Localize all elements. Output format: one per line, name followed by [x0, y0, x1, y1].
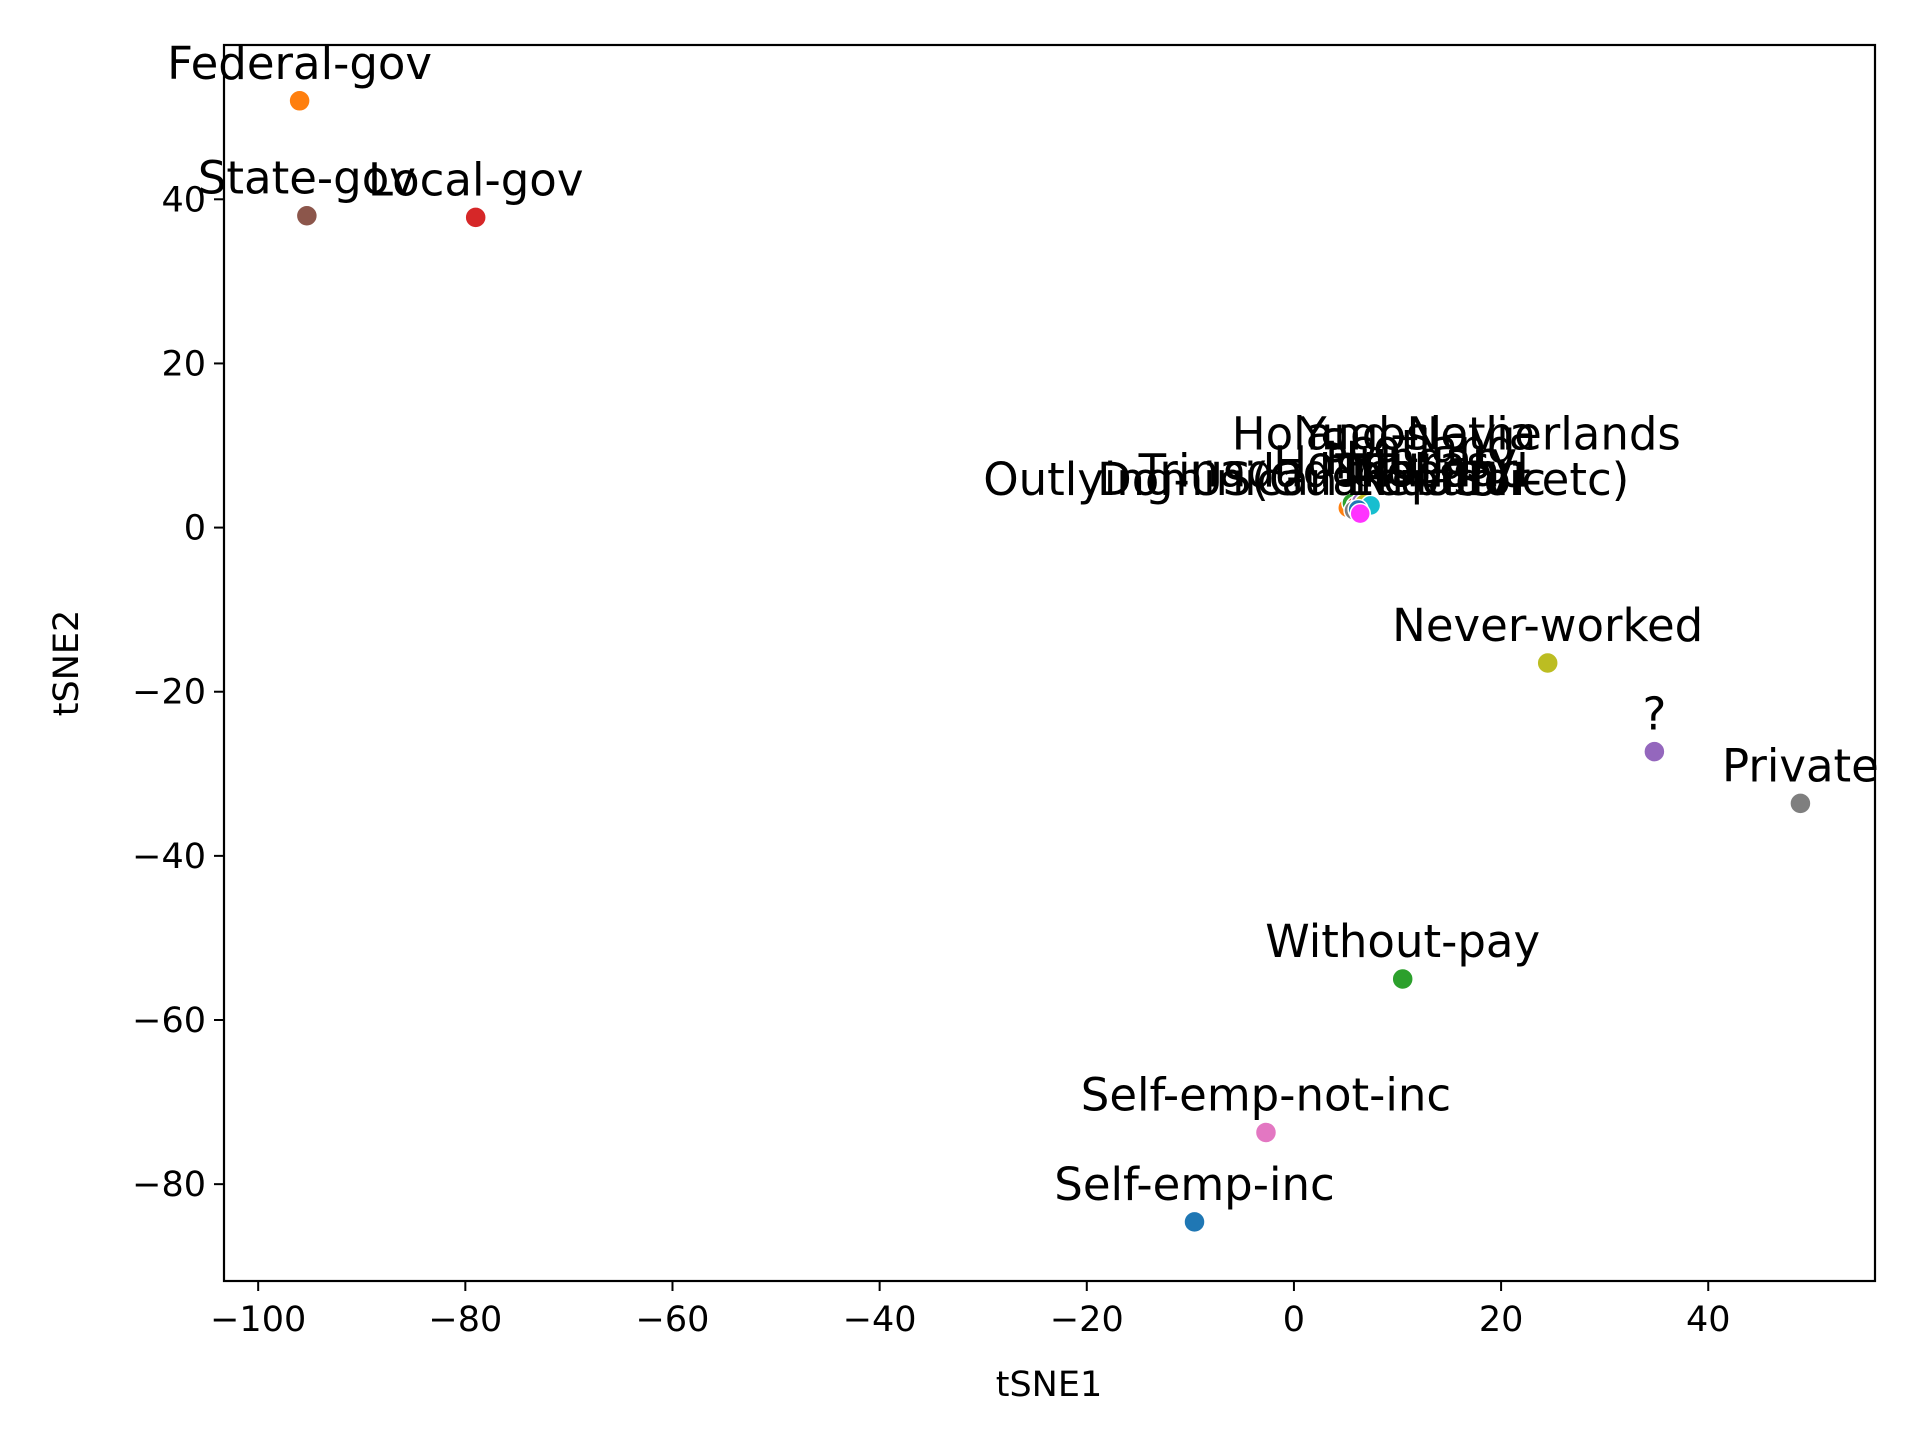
- cluster-label: Trinadad&Tobago: [1138, 445, 1526, 498]
- x-axis-label: tSNE1: [996, 1365, 1103, 1405]
- data-point: [1789, 792, 1812, 815]
- data-point: [464, 206, 487, 229]
- y-tick-label: 40: [161, 180, 206, 220]
- point-label: State-gov: [198, 152, 416, 205]
- cluster-label: Outlying-US(Guam-USVI-etc): [983, 453, 1629, 506]
- x-tick-label: 0: [1283, 1300, 1305, 1340]
- cluster-label: Honduras: [1273, 436, 1490, 489]
- x-tick-label: −80: [428, 1300, 502, 1340]
- plot-frame: [222, 43, 1877, 1283]
- cluster-point: [1349, 502, 1371, 525]
- y-tick-label: −80: [132, 1165, 206, 1205]
- data-point: [295, 204, 319, 227]
- point-label: Local-gov: [368, 153, 584, 206]
- point-label: Without-pay: [1265, 915, 1540, 968]
- data-point: [1391, 967, 1414, 991]
- data-point: [1254, 1121, 1278, 1144]
- y-axis-label: tSNE2: [47, 610, 87, 717]
- point-label: Self-emp-not-inc: [1081, 1068, 1451, 1121]
- cluster-label: Yugoslavia: [1298, 408, 1536, 461]
- ticks-layer: −100 −80 −60 −40 −20 0 20 40 −80 −60 −40 −20 0 20 40: [132, 180, 1730, 1340]
- data-point: [288, 89, 311, 113]
- cluster-label: Ecuador: [1346, 453, 1530, 506]
- y-tick-label: 20: [161, 344, 206, 384]
- y-tick-label: −60: [132, 1001, 206, 1041]
- cluster-label: Dominican-Republic: [1097, 453, 1546, 506]
- points-layer: [288, 89, 1812, 1234]
- x-tick-label: −20: [1050, 1300, 1124, 1340]
- y-tick-label: −40: [132, 837, 206, 877]
- cluster-label: Holand-Netherlands: [1232, 408, 1681, 461]
- x-tick-label: −40: [843, 1300, 917, 1340]
- data-point: [1643, 740, 1666, 763]
- point-label: Never-worked: [1392, 599, 1703, 652]
- y-tick-label: 0: [184, 509, 206, 549]
- cluster-label: Hungary: [1325, 432, 1517, 485]
- point-label: Self-emp-inc: [1054, 1158, 1334, 1211]
- cluster-label: Scotland: [1320, 420, 1516, 473]
- labels-layer: Holand-NetherlandsOutlying-US(Guam-USVI-…: [167, 37, 1879, 1211]
- data-point: [1536, 651, 1559, 675]
- x-tick-label: 20: [1479, 1300, 1524, 1340]
- x-tick-label: −60: [636, 1300, 710, 1340]
- cluster-layer: [1337, 491, 1382, 525]
- x-tick-label: 40: [1686, 1300, 1731, 1340]
- point-label: ?: [1642, 688, 1666, 741]
- y-tick-label: −20: [132, 673, 206, 713]
- point-label: Private: [1722, 739, 1879, 792]
- cluster-label: Thailand: [1334, 445, 1528, 498]
- data-point: [1183, 1210, 1206, 1234]
- x-tick-label: −100: [210, 1300, 306, 1340]
